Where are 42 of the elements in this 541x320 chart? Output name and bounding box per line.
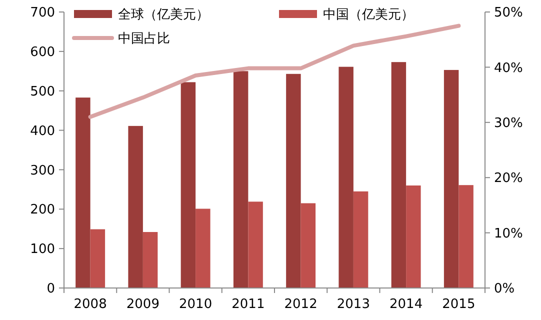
y-tick-label: 200 bbox=[30, 202, 55, 218]
bar bbox=[90, 229, 106, 288]
bar bbox=[180, 82, 196, 288]
x-tick-label: 2012 bbox=[284, 297, 318, 312]
bar bbox=[233, 71, 248, 288]
legend-label: 全球（亿美元） bbox=[118, 6, 209, 23]
x-tick-label: 2011 bbox=[232, 297, 265, 312]
bar bbox=[128, 126, 143, 288]
x-tick-label: 2010 bbox=[179, 297, 212, 312]
bar bbox=[248, 202, 263, 288]
bar bbox=[76, 98, 90, 288]
y2-tick-label: 20% bbox=[494, 171, 523, 186]
y2-tick-label: 50% bbox=[494, 6, 523, 21]
y-tick-label: 100 bbox=[30, 242, 55, 258]
line-series bbox=[88, 24, 461, 119]
bar bbox=[300, 203, 316, 288]
bar bbox=[406, 185, 421, 288]
bar bbox=[338, 66, 354, 288]
legend-label: 中国占比 bbox=[118, 32, 170, 47]
bar bbox=[286, 74, 301, 288]
x-tick-label: 2009 bbox=[126, 297, 160, 312]
legend-label: 中国（亿美元） bbox=[323, 6, 414, 23]
bar bbox=[142, 232, 158, 288]
bar bbox=[458, 185, 474, 288]
y-tick-label: 500 bbox=[30, 84, 55, 100]
bar bbox=[444, 70, 459, 288]
x-tick-label: 2013 bbox=[336, 297, 370, 312]
y-tick-label: 700 bbox=[30, 6, 55, 21]
x-tick-label: 2008 bbox=[74, 297, 107, 312]
bar bbox=[353, 191, 368, 288]
y-tick-label: 300 bbox=[30, 163, 55, 178]
y-tick-label: 600 bbox=[30, 44, 55, 60]
y2-tick-label: 40% bbox=[494, 60, 523, 76]
y-tick-label: 400 bbox=[30, 124, 55, 139]
y2-tick-label: 10% bbox=[494, 226, 523, 242]
bar bbox=[391, 62, 406, 288]
x-tick-label: 2014 bbox=[390, 297, 423, 312]
y2-tick-label: 30% bbox=[494, 116, 523, 131]
bar bbox=[196, 208, 210, 288]
y2-tick-label: 0% bbox=[494, 282, 515, 297]
x-tick-label: 2015 bbox=[442, 297, 476, 312]
y-tick-label: 0 bbox=[46, 282, 55, 297]
